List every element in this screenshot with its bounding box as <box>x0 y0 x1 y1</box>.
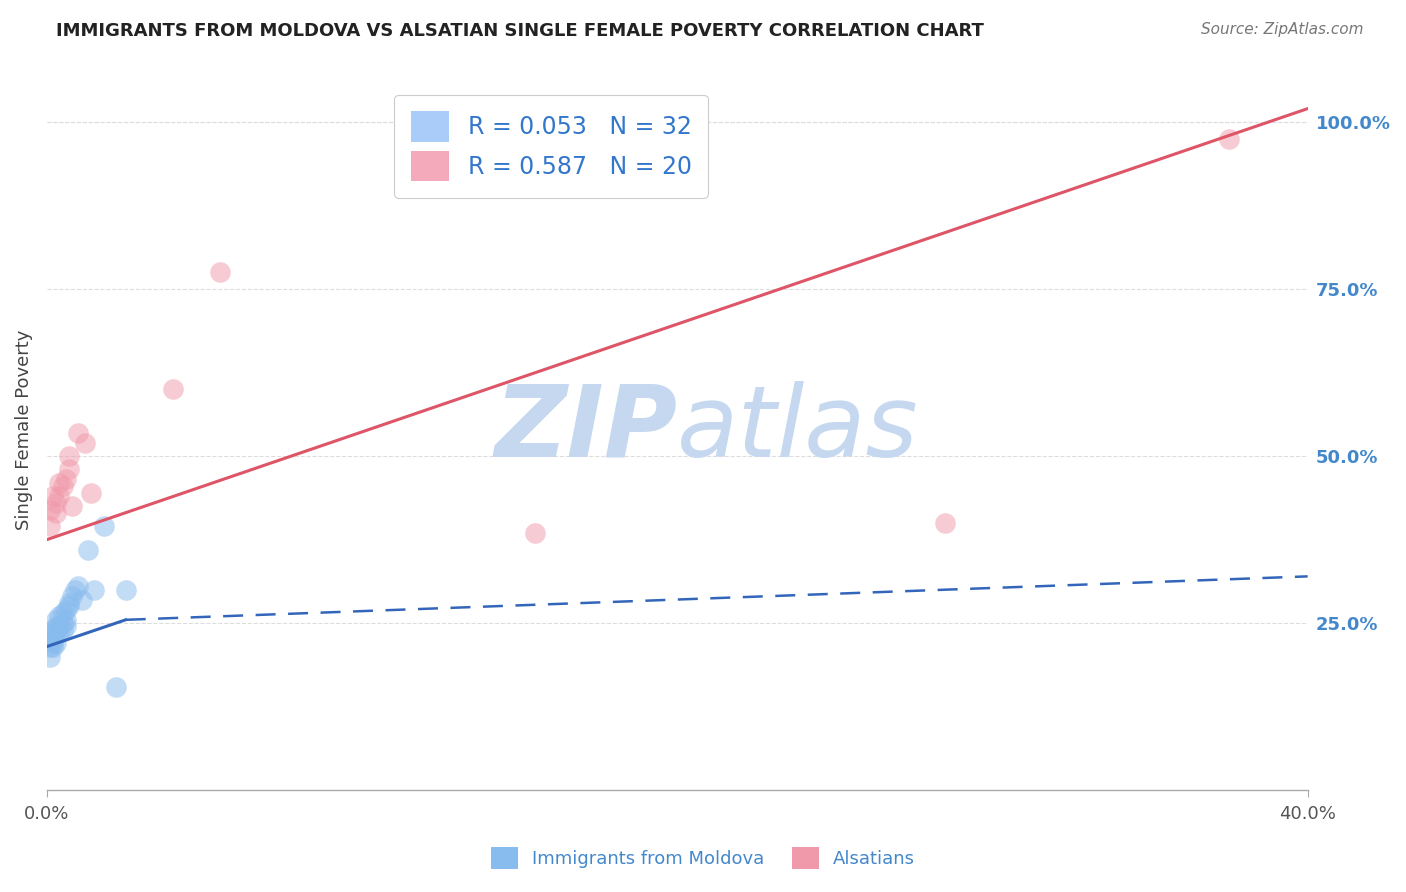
Point <box>45 613 67 627</box>
Point <box>39 502 62 516</box>
Point <box>67 425 90 440</box>
Point <box>58 462 80 476</box>
Point <box>42 489 65 503</box>
Point <box>42 630 65 644</box>
Point <box>52 479 75 493</box>
Point <box>52 623 75 637</box>
Point <box>39 632 62 647</box>
Point <box>39 626 62 640</box>
Point <box>48 619 70 633</box>
Legend: Immigrants from Moldova, Alsatians: Immigrants from Moldova, Alsatians <box>482 838 924 879</box>
Point <box>55 613 77 627</box>
Point <box>55 473 77 487</box>
Point <box>52 616 75 631</box>
Y-axis label: Single Female Poverty: Single Female Poverty <box>15 329 32 530</box>
Point <box>48 626 70 640</box>
Point <box>70 592 93 607</box>
Point <box>45 506 67 520</box>
Point <box>55 619 77 633</box>
Point <box>162 382 184 396</box>
Point <box>1218 131 1240 145</box>
Text: Source: ZipAtlas.com: Source: ZipAtlas.com <box>1201 22 1364 37</box>
Point <box>42 636 65 650</box>
Point <box>93 519 115 533</box>
Point <box>67 579 90 593</box>
Point <box>52 606 75 620</box>
Point <box>934 516 956 530</box>
Point <box>58 599 80 614</box>
Point <box>48 609 70 624</box>
Point <box>39 519 62 533</box>
Point <box>39 640 62 654</box>
Point <box>45 626 67 640</box>
Point <box>60 499 83 513</box>
Point <box>48 489 70 503</box>
Point <box>83 582 105 597</box>
Point <box>80 486 103 500</box>
Point <box>524 525 547 540</box>
Point <box>105 680 128 694</box>
Text: ZIP: ZIP <box>495 381 678 478</box>
Point <box>42 640 65 654</box>
Point <box>73 435 96 450</box>
Legend: R = 0.053   N = 32, R = 0.587   N = 20: R = 0.053 N = 32, R = 0.587 N = 20 <box>394 95 709 198</box>
Point <box>60 590 83 604</box>
Point <box>45 619 67 633</box>
Point <box>58 449 80 463</box>
Point <box>58 596 80 610</box>
Point <box>114 582 136 597</box>
Text: atlas: atlas <box>678 381 920 478</box>
Point <box>209 265 232 279</box>
Point <box>65 582 87 597</box>
Point <box>76 542 98 557</box>
Point <box>45 496 67 510</box>
Point <box>45 636 67 650</box>
Point <box>48 475 70 490</box>
Point <box>42 623 65 637</box>
Point <box>55 603 77 617</box>
Point <box>39 649 62 664</box>
Text: IMMIGRANTS FROM MOLDOVA VS ALSATIAN SINGLE FEMALE POVERTY CORRELATION CHART: IMMIGRANTS FROM MOLDOVA VS ALSATIAN SING… <box>56 22 984 40</box>
